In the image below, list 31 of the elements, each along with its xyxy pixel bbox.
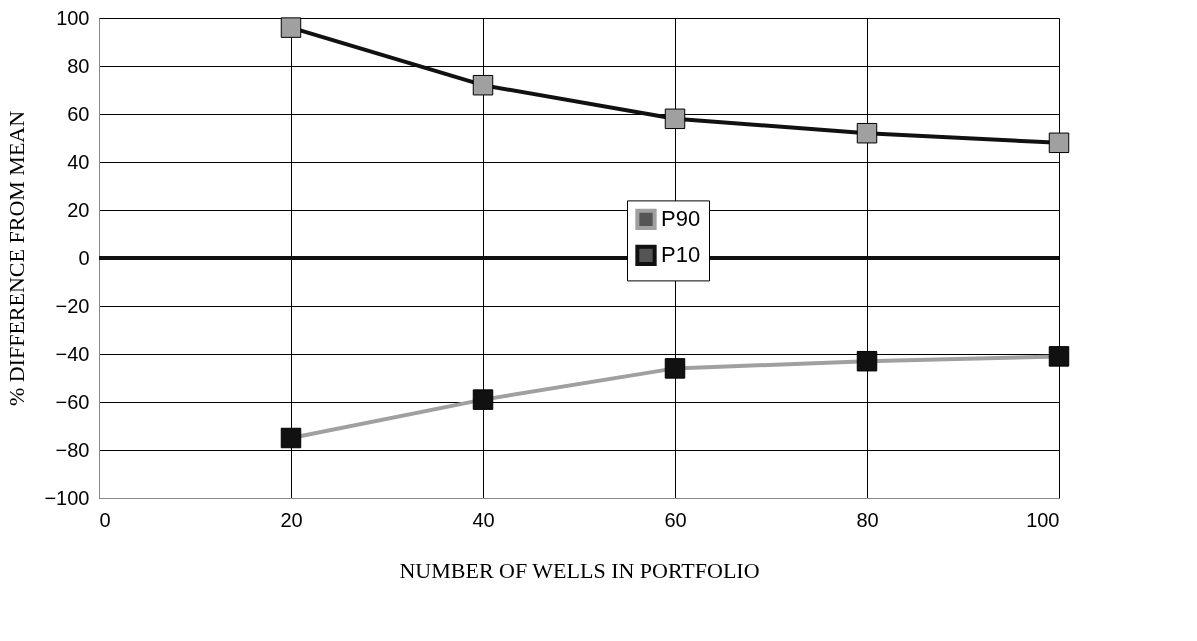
point bbox=[856, 122, 878, 144]
y-axis-title: % DIFFERENCE FROM MEAN bbox=[4, 110, 30, 407]
y-tick-label: −80 bbox=[55, 438, 90, 461]
point bbox=[280, 17, 302, 38]
x-tick-label: 40 bbox=[472, 508, 495, 531]
point bbox=[1048, 132, 1070, 154]
point bbox=[1048, 346, 1070, 367]
y-tick-label: −40 bbox=[55, 342, 90, 365]
point bbox=[472, 389, 494, 410]
point bbox=[664, 108, 686, 130]
point bbox=[856, 350, 878, 372]
y-tick-label: 20 bbox=[67, 198, 90, 221]
y-tick-label: 80 bbox=[67, 54, 90, 77]
point bbox=[472, 74, 494, 96]
x-tick-label: 100 bbox=[1026, 508, 1060, 531]
x-tick-label: 0 bbox=[99, 508, 111, 531]
y-tick-label: 100 bbox=[56, 6, 90, 29]
x-tick-label: 20 bbox=[280, 508, 303, 531]
x-tick-label: 60 bbox=[664, 508, 687, 531]
y-tick-label: 60 bbox=[67, 102, 90, 125]
point bbox=[664, 358, 686, 379]
y-tick-label: 40 bbox=[67, 150, 90, 173]
x-axis-title: NUMBER OF WELLS IN PORTFOLIO bbox=[399, 557, 760, 583]
x-tick-label: 80 bbox=[856, 508, 879, 531]
legend-label: P10 bbox=[661, 242, 701, 268]
y-tick-label: −100 bbox=[44, 486, 90, 509]
y-tick-label: 0 bbox=[78, 246, 90, 269]
legend-label: P90 bbox=[661, 206, 701, 232]
y-tick-label: −20 bbox=[55, 294, 90, 317]
y-tick-label: −60 bbox=[55, 390, 90, 413]
point bbox=[280, 427, 302, 449]
